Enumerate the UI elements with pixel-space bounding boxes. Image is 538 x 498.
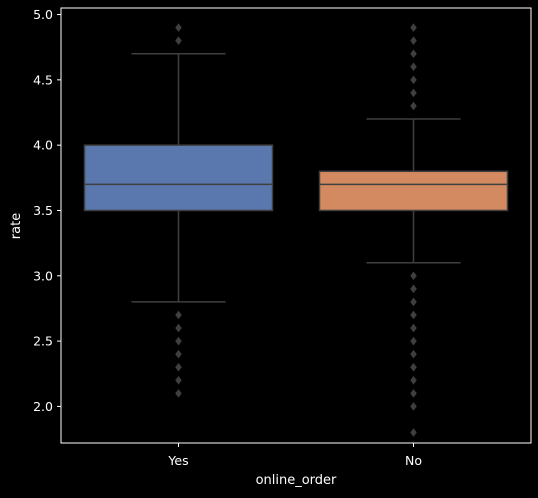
outlier-point	[410, 75, 417, 85]
outlier-point	[175, 349, 182, 359]
outlier-point	[175, 310, 182, 320]
outlier-point	[175, 362, 182, 372]
y-tick-label: 2.0	[33, 399, 53, 414]
outlier-point	[175, 23, 182, 33]
outlier-point	[410, 349, 417, 359]
x-tick-label: Yes	[167, 453, 188, 468]
outlier-point	[410, 323, 417, 333]
outlier-point	[410, 402, 417, 411]
outlier-point	[175, 36, 182, 46]
outlier-point	[410, 388, 417, 398]
iqr-box	[83, 144, 274, 212]
outlier-point	[410, 297, 417, 307]
box-series	[83, 23, 509, 437]
outlier-point	[410, 101, 417, 111]
y-axis-label: rate	[9, 213, 24, 239]
outlier-point	[175, 323, 182, 333]
y-axis: 2.0 2.5 3.0 3.5 4.0 4.5 5.0	[33, 7, 61, 414]
iqr-box	[318, 170, 509, 212]
y-tick-label: 3.0	[33, 268, 53, 283]
outlier-point	[410, 49, 417, 59]
outlier-point	[410, 23, 417, 33]
outlier-point	[175, 336, 182, 346]
outlier-point	[410, 362, 417, 372]
x-tick-label: No	[405, 453, 422, 468]
box-no	[318, 23, 509, 437]
x-axis: Yes No	[167, 443, 422, 468]
plot-frame	[60, 7, 532, 444]
y-tick-label: 4.5	[33, 72, 53, 87]
outlier-point	[175, 375, 182, 385]
y-tick-label: 2.5	[33, 334, 53, 349]
y-tick-label: 3.5	[33, 203, 53, 218]
outlier-point	[410, 271, 417, 281]
outlier-point	[410, 375, 417, 385]
outlier-point	[410, 62, 417, 72]
x-axis-label: online_order	[256, 473, 337, 488]
outlier-point	[410, 88, 417, 98]
outlier-point	[410, 284, 417, 294]
box-yes	[83, 23, 274, 398]
outlier-point	[410, 36, 417, 46]
y-tick-label: 4.0	[33, 138, 53, 153]
y-tick-label: 5.0	[33, 7, 53, 22]
outlier-point	[410, 336, 417, 346]
outlier-point	[410, 428, 417, 437]
outlier-point	[410, 310, 417, 320]
outlier-point	[175, 388, 182, 398]
